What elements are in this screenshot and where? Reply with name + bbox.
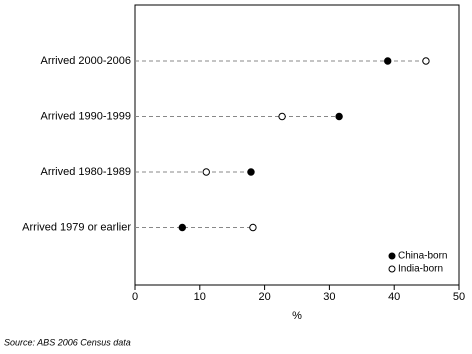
y-tick-label: Arrived 1990-1999 (40, 110, 131, 122)
x-tick-label: 0 (132, 291, 138, 303)
x-tick-label: 40 (388, 291, 400, 303)
dot (249, 223, 257, 232)
legend-label: China-born (398, 251, 447, 262)
x-tick-label: 30 (323, 291, 335, 303)
dot (384, 57, 392, 65)
dot (178, 223, 187, 232)
dot (422, 57, 430, 65)
legend-label: India-born (398, 264, 443, 275)
plot-frame (134, 4, 460, 286)
x-tick-label: 20 (258, 291, 270, 303)
x-axis-label: % (292, 310, 302, 322)
dot (278, 112, 286, 121)
legend-marker (388, 252, 396, 260)
y-tick-label: Arrived 1980-1989 (40, 166, 131, 178)
y-tick-label: Arrived 1979 or earlier (22, 221, 131, 233)
legend-marker (388, 265, 396, 273)
y-tick-label: Arrived 2000-2006 (40, 55, 131, 67)
source-note: Source: ABS 2006 Census data (4, 337, 131, 347)
dot (247, 168, 255, 176)
x-tick-label: 50 (453, 291, 465, 303)
dot (202, 168, 210, 176)
x-tick-label: 10 (194, 291, 206, 303)
dot (335, 112, 343, 121)
